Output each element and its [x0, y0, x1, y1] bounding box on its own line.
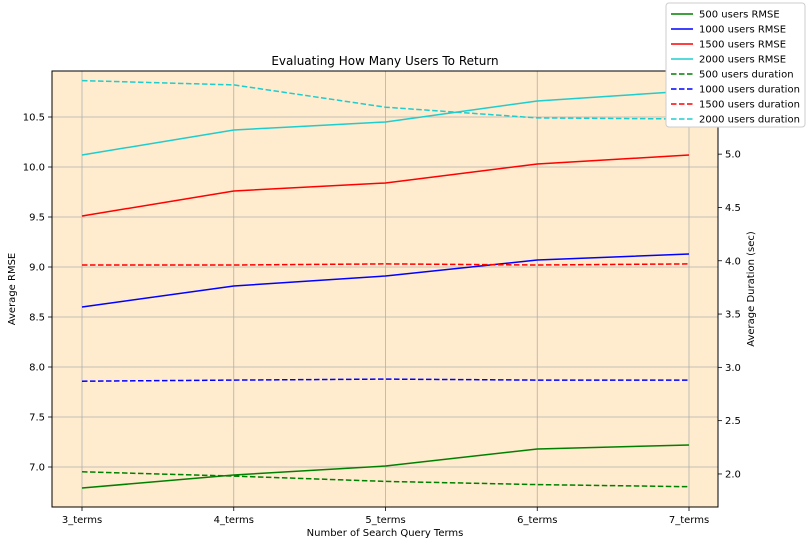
grid — [52, 71, 718, 507]
y2-tick-label: 3.5 — [725, 310, 741, 321]
series-line — [81, 79, 690, 120]
legend-label: 2000 users RMSE — [699, 55, 786, 66]
y2-tick-label: 2.5 — [725, 416, 741, 427]
legend-label: 1500 users duration — [699, 100, 800, 111]
legend-label: 1500 users RMSE — [699, 40, 786, 51]
series-line — [81, 90, 690, 156]
legend-label: 500 users RMSE — [699, 10, 780, 21]
y-axis-right: 2.02.53.03.54.04.55.05.5 — [718, 96, 741, 480]
y-tick-label: 10.5 — [23, 113, 45, 124]
x-tick-label: 7_terms — [669, 515, 709, 526]
series-lines — [81, 79, 690, 489]
y2-axis-label: Average Duration (sec) — [746, 231, 757, 347]
series-line — [82, 263, 690, 266]
legend-label: 500 users duration — [699, 70, 794, 81]
y2-tick-label: 3.0 — [725, 363, 741, 374]
series-line — [81, 253, 690, 308]
series-line — [81, 444, 690, 489]
x-tick-label: 5_terms — [365, 515, 405, 526]
y2-tick-label: 4.5 — [725, 203, 741, 214]
series-line — [81, 154, 690, 217]
x-tick-label: 6_terms — [517, 515, 557, 526]
y-tick-label: 9.0 — [29, 263, 45, 274]
legend: 500 users RMSE 1000 users RMSE 1500 users … — [665, 2, 806, 128]
x-axis: 3_terms 4_terms 5_terms 6_terms 7_terms — [62, 507, 709, 526]
plot-area — [52, 71, 718, 507]
y-axis-label: Average RMSE — [7, 253, 18, 326]
y2-tick-label: 2.0 — [725, 469, 741, 480]
x-tick-label: 3_terms — [62, 515, 102, 526]
chart-title: Evaluating How Many Users To Return — [271, 54, 498, 68]
y-tick-label: 8.0 — [29, 363, 45, 374]
y-axis-left: 7.0 7.5 8.0 8.5 9.0 9.5 10.0 10.5 — [23, 113, 52, 474]
y-tick-label: 8.5 — [29, 313, 45, 324]
legend-label: 2000 users duration — [699, 115, 800, 126]
legend-label: 1000 users duration — [699, 85, 800, 96]
x-tick-label: 4_terms — [214, 515, 254, 526]
y2-tick-label: 4.0 — [725, 256, 741, 267]
legend-frame — [665, 2, 806, 128]
plot-frame — [51, 70, 719, 508]
x-axis-label: Number of Search Query Terms — [307, 528, 464, 539]
y-tick-label: 7.5 — [29, 413, 45, 424]
y2-tick-label: 5.0 — [725, 150, 741, 161]
y-tick-label: 10.0 — [23, 163, 45, 174]
y-tick-label: 9.5 — [29, 213, 45, 224]
series-line — [81, 471, 690, 488]
series-line — [81, 378, 689, 382]
y-tick-label: 7.0 — [29, 463, 45, 474]
legend-label: 1000 users RMSE — [699, 25, 786, 36]
